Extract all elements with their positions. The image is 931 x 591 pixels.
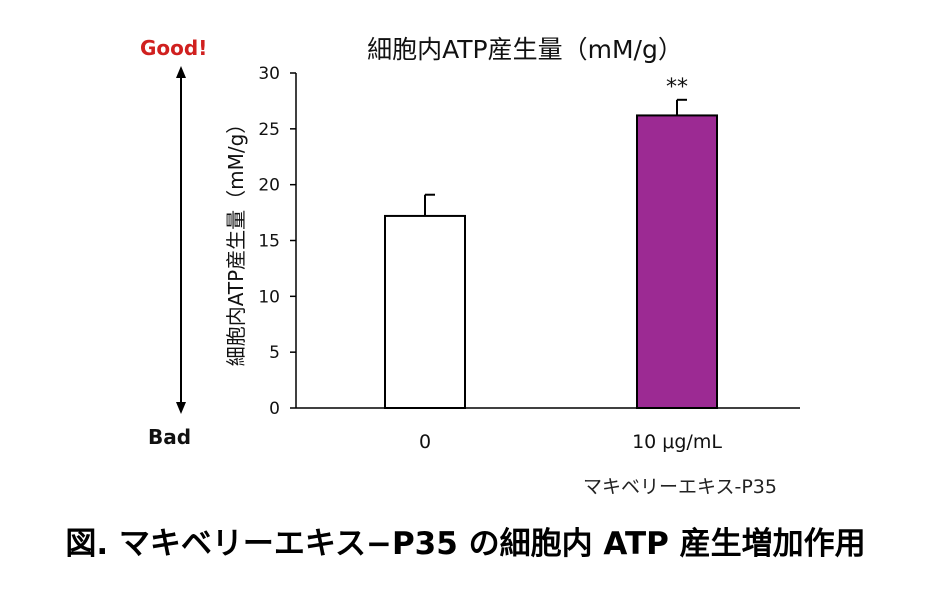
bad-annotation: Bad xyxy=(148,425,192,449)
y-tick-label: 10 xyxy=(258,287,280,307)
significance-marker: ** xyxy=(666,75,688,100)
figure-caption: 図. マキベリーエキス−P35 の細胞内 ATP 産生増加作用 xyxy=(65,526,866,562)
bars: ** xyxy=(384,75,718,410)
x-axis-label: マキベリーエキス-P35 xyxy=(583,476,777,498)
y-tick-label: 30 xyxy=(258,64,280,84)
bar xyxy=(384,214,466,409)
good-bad-arrow xyxy=(176,66,186,414)
chart-title: 細胞内ATP産生量（mM/g） xyxy=(367,35,683,64)
x-tick-label: 0 xyxy=(419,431,431,453)
y-axis-label: 細胞内ATP産生量（mM/g） xyxy=(224,114,248,367)
x-tick-labels: 0 10 μg/mL xyxy=(419,431,722,453)
y-tick-label: 0 xyxy=(269,399,280,419)
bar-chart: 細胞内ATP産生量（mM/g） 細胞内ATP産生量（mM/g） 0 5 10 15 20… xyxy=(176,35,800,498)
y-tick-label: 5 xyxy=(269,343,280,363)
y-tick-label: 15 xyxy=(258,232,280,252)
good-annotation: Good! xyxy=(140,36,208,60)
y-tick-label: 20 xyxy=(258,176,280,196)
y-ticks: 0 5 10 15 20 25 30 xyxy=(258,64,296,419)
bar xyxy=(636,114,718,410)
x-tick-label: 10 μg/mL xyxy=(632,431,722,453)
y-tick-label: 25 xyxy=(258,120,280,140)
